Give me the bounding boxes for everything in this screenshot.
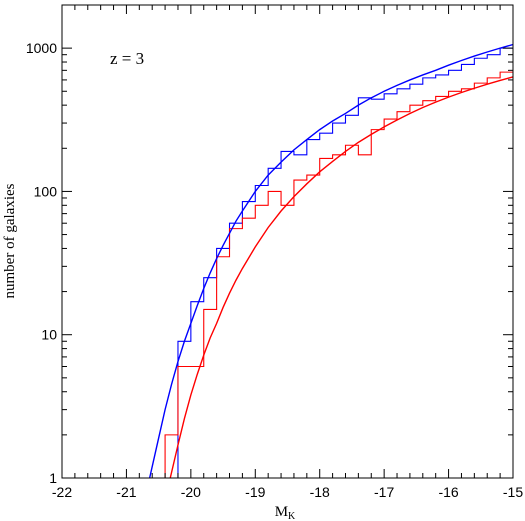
series-histogram-1 <box>62 71 513 478</box>
x-tick-label: -21 <box>116 484 136 500</box>
ticks-layer: -22 -21 -20 -19 -18 -17 -16 -15 1 10 100 1000 <box>26 4 523 500</box>
y-tick-label: 100 <box>34 183 58 199</box>
y-tick-label: 1 <box>49 470 57 486</box>
plot-frame <box>61 4 514 479</box>
y-axis-title: number of galaxies <box>2 183 18 298</box>
y-tick-label: 1000 <box>26 40 57 56</box>
series-curve-3 <box>169 76 513 478</box>
series-layer <box>62 43 513 478</box>
x-axis-title: MK <box>275 504 296 521</box>
series-histogram-0 <box>62 47 513 478</box>
x-tick-label: -19 <box>245 484 265 500</box>
x-tick-label: -20 <box>181 484 201 500</box>
x-tick-label: -17 <box>374 484 394 500</box>
y-tick-label: 10 <box>41 327 57 343</box>
x-axis-title-subscript: K <box>288 511 296 521</box>
redshift-annotation: z = 3 <box>110 49 144 68</box>
x-tick-label: -18 <box>310 484 330 500</box>
x-tick-label: -16 <box>438 484 458 500</box>
x-tick-label: -22 <box>52 484 72 500</box>
series-curve-2 <box>148 43 513 478</box>
x-axis-title-main: M <box>275 504 288 520</box>
x-tick-label: -15 <box>503 484 523 500</box>
